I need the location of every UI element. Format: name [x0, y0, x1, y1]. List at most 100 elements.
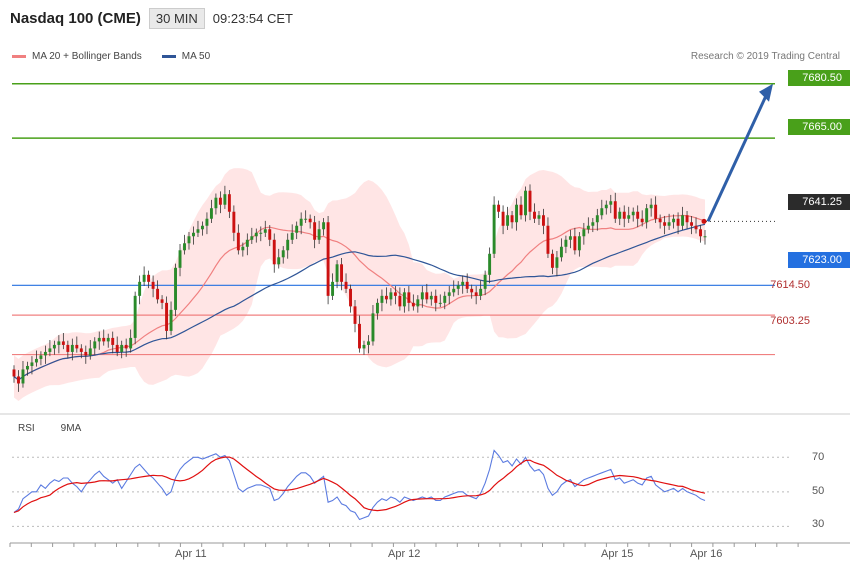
candle-body [425, 292, 429, 300]
candle-body [371, 313, 375, 342]
candle-body [57, 341, 61, 345]
candle-body [358, 323, 361, 349]
candle-body [138, 281, 142, 296]
candle-body [645, 208, 649, 223]
candle-body [344, 281, 348, 289]
candle-body [75, 344, 79, 349]
candle-body [618, 211, 622, 219]
candle-body [48, 348, 52, 352]
candle-body [43, 351, 47, 356]
candle-body [34, 358, 38, 363]
forecast-arrow [706, 95, 768, 223]
candle-body [546, 225, 550, 254]
candle-body [263, 229, 267, 233]
candle-body [420, 292, 424, 300]
candle-body [667, 222, 671, 226]
candle-body [88, 348, 92, 356]
candle-body [506, 215, 510, 226]
candle-body [438, 302, 442, 304]
candle-body [636, 211, 640, 219]
ma20-line [13, 214, 706, 381]
candle-body [407, 292, 411, 303]
candle-body [591, 222, 595, 226]
candle-body [133, 295, 137, 338]
candle-body [223, 194, 227, 205]
rsi-ma9-line [13, 456, 706, 514]
candle-body [672, 218, 676, 223]
candle-body [515, 204, 519, 223]
candle-body [30, 362, 34, 366]
candle-body [26, 365, 29, 370]
rsi-tick-70: 70 [812, 451, 825, 463]
candle-body [209, 208, 213, 219]
candle-body [21, 369, 25, 384]
candle-body [286, 239, 290, 251]
last-price-dot [701, 218, 707, 224]
candle-body [465, 281, 469, 289]
candle-body [349, 288, 352, 307]
candle-body [582, 229, 586, 237]
rsi-legend-label: RSI [18, 423, 35, 434]
candle-body [17, 376, 20, 384]
candle-body [663, 222, 667, 226]
candle-body [322, 222, 326, 230]
ma50-line [13, 223, 706, 381]
resistance-1-tag: 7665.00 [788, 119, 850, 135]
candle-body [559, 246, 563, 258]
candle-body [573, 236, 577, 251]
candle-body [519, 204, 523, 216]
rsi-line [13, 449, 706, 521]
candle-body [192, 232, 195, 237]
candle-body [577, 236, 581, 251]
candle-body [627, 215, 631, 219]
candle-body [272, 239, 276, 265]
candle-body [84, 351, 88, 356]
candle-body [142, 274, 146, 282]
candle-body [555, 257, 559, 268]
candle-body [174, 267, 177, 310]
candle-body [681, 215, 685, 226]
candle-body [147, 274, 151, 282]
support-1-tag: 7623.00 [788, 252, 850, 268]
candle-body [241, 246, 245, 251]
timeframe-badge[interactable]: 30 MIN [148, 8, 205, 29]
candle-body [124, 344, 128, 349]
x-tick-apr15: Apr 15 [601, 548, 634, 560]
candle-body [331, 281, 335, 296]
x-tick-apr16: Apr 16 [690, 548, 723, 560]
candle-body [402, 292, 406, 307]
candle-body [631, 211, 635, 216]
candle-body [367, 341, 370, 345]
candle-body [690, 222, 693, 226]
support-3-label: 7603.25 [770, 315, 810, 327]
x-tick-apr12: Apr 12 [388, 548, 421, 560]
candle-body [299, 218, 303, 226]
candle-body [452, 288, 456, 293]
candle-body [66, 344, 70, 352]
candle-body [380, 295, 384, 303]
candle-body [165, 302, 169, 331]
candle-body [196, 229, 200, 233]
candle-body [362, 344, 366, 349]
candle-body [568, 236, 572, 240]
candle-body [703, 236, 707, 238]
rsi-legend: RSI 9MA [12, 423, 81, 434]
candle-body [61, 341, 65, 345]
candle-body [510, 215, 514, 223]
candle-body [483, 274, 487, 289]
candle-body [218, 197, 222, 205]
candle-body [501, 211, 505, 226]
candle-body [178, 250, 182, 268]
candle-body [658, 218, 662, 223]
support-2-label: 7614.50 [770, 279, 810, 291]
candle-body [156, 288, 160, 300]
candle-body [550, 253, 554, 268]
ma20-swatch [12, 55, 26, 58]
candle-body [308, 218, 312, 223]
candle-body [524, 190, 527, 216]
candle-body [447, 292, 451, 296]
candle-body [398, 295, 402, 307]
rsi-tick-50: 50 [812, 485, 825, 497]
candle-body [79, 348, 83, 352]
candle-body [470, 288, 474, 293]
